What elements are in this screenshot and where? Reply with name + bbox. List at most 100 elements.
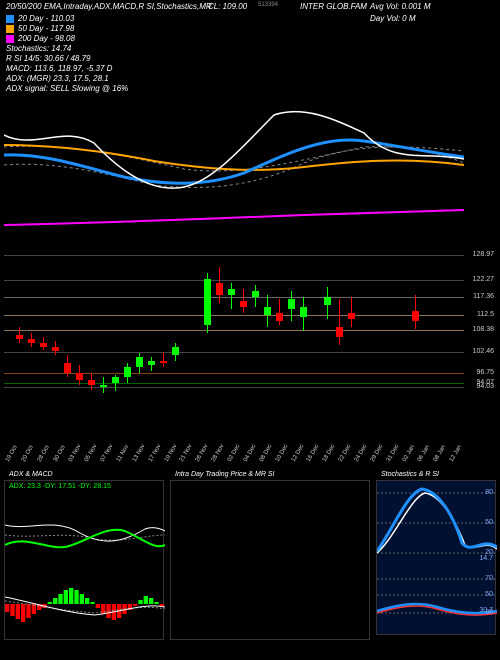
candle-body xyxy=(264,307,271,315)
candle-body xyxy=(240,301,247,307)
legend-text: MACD: 113.6, 118.97, -5.37 D xyxy=(6,64,112,73)
candle-wick xyxy=(231,283,232,309)
price-level-line xyxy=(4,315,464,316)
x-axis-label: 04 Dec xyxy=(243,444,258,463)
candle-body xyxy=(172,347,179,355)
x-axis-label: 07 Nov xyxy=(100,444,115,463)
legend-line: 20 Day - 110.03 xyxy=(6,14,74,23)
panel-title: ADX & MACD xyxy=(9,471,53,478)
header-text: Avg Vol: 0.001 M xyxy=(370,2,430,11)
x-axis-label: 12 Jan xyxy=(449,444,463,463)
candle-wick xyxy=(163,353,164,367)
x-axis-label: 10 Dec xyxy=(274,444,289,463)
candle-body xyxy=(136,357,143,367)
panel-title: Stochastics & R SI xyxy=(381,471,439,478)
x-axis-label: 31 Dec xyxy=(385,444,400,463)
candle-body xyxy=(28,339,35,343)
adx-macd-panel: ADX & MACDADX: 23.3 -DY: 17.51 -DY: 28.1… xyxy=(4,480,164,640)
legend-line: ADX: (MGR) 23.3, 17.5, 28.1 xyxy=(6,74,109,83)
legend-text: ADX signal: SELL Slowing @ 16% xyxy=(6,84,128,93)
x-axis-label: 05 Nov xyxy=(84,444,99,463)
price-level-line xyxy=(4,255,464,256)
legend-swatch xyxy=(6,25,14,33)
y-axis-label: 80 xyxy=(485,489,493,496)
y-axis-label: 96.75 xyxy=(476,369,494,376)
candle-body xyxy=(160,361,167,363)
header-text: INTER GLOB.FAM xyxy=(300,2,367,11)
y-axis-label: 30.7 xyxy=(479,607,493,614)
price-level-line xyxy=(4,352,464,353)
candle-body xyxy=(348,313,355,319)
x-axis-label: 02 Dec xyxy=(227,444,242,463)
x-axis-label: 29 Dec xyxy=(370,444,385,463)
legend-swatch xyxy=(6,35,14,43)
intraday-panel: Intra Day Trading Price & MR SI xyxy=(170,480,370,640)
y-axis-label: 50 xyxy=(485,591,493,598)
price-level-line xyxy=(4,330,464,331)
candle-body xyxy=(112,377,119,383)
candle-wick xyxy=(339,299,340,345)
x-axis-label: 30 Oct xyxy=(52,445,66,463)
x-axis-label: 17 Nov xyxy=(148,444,163,463)
y-axis-label: 14.7 xyxy=(479,555,493,562)
legend-swatch xyxy=(6,15,14,23)
candle-body xyxy=(288,299,295,309)
price-level-line xyxy=(4,387,464,388)
ema-indicator-panel xyxy=(4,95,464,230)
candle-body xyxy=(16,335,23,339)
adx-status: ADX: 23.3 -DY: 17.51 -DY: 28.15 xyxy=(9,483,111,490)
x-axis-label: 24 Dec xyxy=(354,444,369,463)
price-level-line xyxy=(4,373,464,374)
x-axis-label: 12 Dec xyxy=(290,444,305,463)
x-axis-label: 21 Nov xyxy=(179,444,194,463)
x-axis-label: 08 Jan xyxy=(433,444,447,463)
x-axis-label: 03 Nov xyxy=(68,444,83,463)
candle-body xyxy=(336,327,343,337)
price-level-line xyxy=(4,297,464,298)
candlestick-panel: 128.97122.27117.36112.5108.38102.4696.75… xyxy=(4,235,494,465)
x-axis-label: 28 Nov xyxy=(211,444,226,463)
header-text: CL: 109.00 xyxy=(208,2,247,11)
candle-body xyxy=(216,283,223,295)
x-axis-label: 28 Oct xyxy=(37,445,51,463)
y-axis-label: 94.03 xyxy=(476,383,494,390)
candle-body xyxy=(204,279,211,325)
legend-line: ADX signal: SELL Slowing @ 16% xyxy=(6,84,128,93)
y-axis-label: 108.38 xyxy=(473,326,494,333)
candle-body xyxy=(324,297,331,305)
legend-text: R SI 14/5: 30.66 / 48.79 xyxy=(6,54,91,63)
header-text: 513394 xyxy=(258,2,278,8)
legend-text: Stochastics: 14.74 xyxy=(6,44,71,53)
candle-body xyxy=(412,311,419,321)
candle-body xyxy=(124,367,131,377)
y-axis-label: 128.97 xyxy=(473,251,494,258)
candle-body xyxy=(100,385,107,387)
sub-indicator-row: ADX & MACD ADX: 23.3 -DY: 17.51 -DY: 28.1… xyxy=(0,470,500,645)
y-axis-label: 102.46 xyxy=(473,348,494,355)
y-axis-label: 50 xyxy=(485,519,493,526)
legend-line: Stochastics: 14.74 xyxy=(6,44,71,53)
x-axis-label: 11 Nov xyxy=(116,444,130,463)
candle-body xyxy=(252,291,259,297)
candle-wick xyxy=(351,297,352,327)
legend-text: 200 Day - 98.08 xyxy=(18,34,75,43)
x-axis-label: 13 Nov xyxy=(132,444,147,463)
candle-body xyxy=(76,373,83,380)
x-axis-label: 22 Dec xyxy=(338,444,353,463)
x-axis-label: 18 Dec xyxy=(322,444,337,463)
legend-text: ADX: (MGR) 23.3, 17.5, 28.1 xyxy=(6,74,109,83)
x-axis-label: 06 Jan xyxy=(417,444,431,463)
price-level-line xyxy=(4,280,464,281)
legend-text: 20 Day - 110.03 xyxy=(18,14,74,23)
y-axis-label: 70 xyxy=(485,575,493,582)
header-text: Day Vol: 0 M xyxy=(370,14,416,23)
x-axis-label: 19 Oct xyxy=(5,445,19,463)
candle-body xyxy=(52,347,59,351)
candle-body xyxy=(88,380,95,385)
candle-body xyxy=(276,313,283,321)
x-axis-label: 20 Oct xyxy=(21,445,35,463)
candle-body xyxy=(228,289,235,295)
x-axis-label: 19 Nov xyxy=(163,444,178,463)
legend-line: MACD: 113.6, 118.97, -5.37 D xyxy=(6,64,112,73)
candle-body xyxy=(148,361,155,365)
